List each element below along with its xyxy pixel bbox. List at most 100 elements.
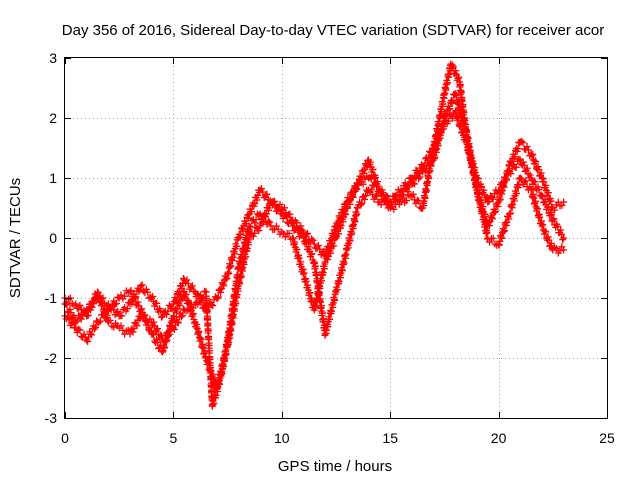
data-point-interp bbox=[140, 313, 148, 321]
data-point bbox=[495, 186, 503, 194]
data-point-interp bbox=[456, 103, 464, 111]
data-point-interp bbox=[336, 214, 344, 222]
data-point bbox=[137, 282, 145, 290]
data-point bbox=[549, 216, 557, 224]
data-point-interp bbox=[353, 210, 361, 218]
data-point-interp bbox=[485, 197, 493, 205]
data-point-interp bbox=[449, 63, 457, 71]
data-point-interp bbox=[550, 215, 558, 223]
data-point-interp bbox=[197, 335, 205, 343]
data-point-interp bbox=[409, 176, 417, 184]
data-point-interp bbox=[377, 187, 385, 195]
data-point-interp bbox=[452, 91, 460, 99]
data-point-interp bbox=[361, 196, 369, 204]
data-point-interp bbox=[511, 153, 519, 161]
data-point-interp bbox=[281, 204, 289, 212]
data-point-interp bbox=[532, 158, 540, 166]
data-point-interp bbox=[481, 220, 489, 228]
data-point-interp bbox=[163, 336, 171, 344]
data-point-interp bbox=[209, 302, 217, 310]
data-point-interp bbox=[382, 192, 390, 200]
data-point-interp bbox=[312, 270, 320, 278]
data-point-interp bbox=[455, 73, 463, 81]
data-point-interp bbox=[485, 222, 493, 230]
data-point-interp bbox=[544, 189, 552, 197]
data-point-interp bbox=[199, 344, 207, 352]
data-point-interp bbox=[204, 359, 212, 367]
data-point-interp bbox=[117, 322, 125, 330]
data-point-interp bbox=[325, 243, 333, 251]
data-point-interp bbox=[340, 259, 348, 267]
data-point-interp bbox=[480, 186, 488, 194]
data-point-interp bbox=[178, 284, 186, 292]
data-point-interp bbox=[488, 214, 496, 222]
data-point-interp bbox=[314, 242, 322, 250]
data-point-interp bbox=[424, 178, 432, 186]
data-point-interp bbox=[110, 323, 118, 331]
data-point-interp bbox=[264, 217, 272, 225]
data-point-interp bbox=[134, 298, 142, 306]
data-point-interp bbox=[149, 292, 157, 300]
data-point-interp bbox=[259, 218, 267, 226]
data-point-interp bbox=[138, 305, 146, 313]
data-point-interp bbox=[337, 215, 345, 223]
data-point-interp bbox=[304, 229, 312, 237]
data-point-interp bbox=[95, 319, 103, 327]
data-point-interp bbox=[214, 294, 222, 302]
data-point-interp bbox=[249, 232, 257, 240]
data-point-interp bbox=[357, 201, 365, 209]
data-point-interp bbox=[187, 283, 195, 291]
data-point-interp bbox=[293, 246, 301, 254]
data-point-interp bbox=[253, 196, 261, 204]
data-point-interp bbox=[539, 221, 547, 229]
data-point-interp bbox=[512, 163, 520, 171]
data-point bbox=[104, 300, 112, 308]
data-point-interp bbox=[251, 200, 259, 208]
data-point-interp bbox=[232, 299, 240, 307]
data-point-interp bbox=[108, 301, 116, 309]
data-point-interp bbox=[478, 183, 486, 191]
data-point-interp bbox=[259, 188, 267, 196]
data-point-interp bbox=[474, 175, 482, 183]
data-point-interp bbox=[77, 315, 85, 323]
data-point-interp bbox=[402, 182, 410, 190]
data-point-interp bbox=[530, 194, 538, 202]
data-point-interp bbox=[319, 269, 327, 277]
data-point-interp bbox=[214, 293, 222, 301]
data-point-interp bbox=[491, 208, 499, 216]
data-point-interp bbox=[245, 214, 253, 222]
data-point-interp bbox=[197, 295, 205, 303]
data-point-interp bbox=[230, 310, 238, 318]
data-point-interp bbox=[239, 264, 247, 272]
data-point-interp bbox=[431, 144, 439, 152]
data-point-interp bbox=[271, 197, 279, 205]
data-point-interp bbox=[100, 314, 108, 322]
data-point-interp bbox=[531, 178, 539, 186]
data-point-interp bbox=[96, 317, 104, 325]
data-point-interp bbox=[80, 330, 88, 338]
data-point-interp bbox=[163, 310, 171, 318]
data-point bbox=[234, 234, 242, 242]
data-point-interp bbox=[219, 280, 227, 288]
data-point-interp bbox=[463, 140, 471, 148]
data-point-interp bbox=[338, 267, 346, 275]
data-point-interp bbox=[333, 286, 341, 294]
data-point-interp bbox=[203, 308, 211, 316]
data-point-interp bbox=[362, 192, 370, 200]
data-point-interp bbox=[99, 294, 107, 302]
y-tick-label: -2 bbox=[45, 350, 58, 366]
data-point bbox=[159, 312, 167, 320]
data-point-interp bbox=[536, 213, 544, 221]
data-point-interp bbox=[458, 111, 466, 119]
data-point-interp bbox=[507, 170, 515, 178]
data-point-interp bbox=[329, 232, 337, 240]
data-point-interp bbox=[519, 158, 527, 166]
data-point-interp bbox=[188, 282, 196, 290]
data-point-interp bbox=[528, 152, 536, 160]
data-point-interp bbox=[153, 299, 161, 307]
data-point-interp bbox=[276, 200, 284, 208]
data-point-interp bbox=[123, 305, 131, 313]
data-point-interp bbox=[392, 195, 400, 203]
data-point-interp bbox=[161, 344, 169, 352]
data-point-interp bbox=[358, 200, 366, 208]
